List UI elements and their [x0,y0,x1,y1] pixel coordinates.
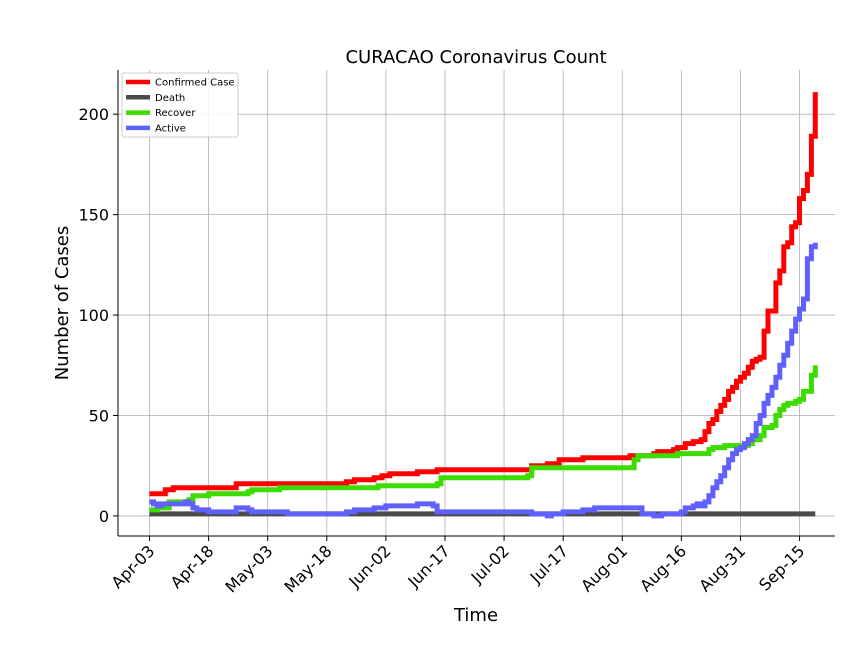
series-line-recover [149,365,818,513]
legend-box [121,72,239,138]
x-axis-title: Time [453,605,498,626]
x-tick-label: Aug-01 [577,541,631,595]
series-line-confirmed-case [149,92,818,497]
x-tick-label: Apr-18 [167,541,218,592]
y-ticks: 0 50 100 150 200 [78,105,118,526]
y-tick-label: 200 [78,105,109,124]
series-line-active [149,242,818,519]
y-tick-label: 0 [99,507,109,526]
y-tick-label: 50 [89,406,109,425]
y-axis-title: Number of Cases [52,226,73,381]
legend-label: Confirmed Case [155,78,235,89]
x-tick-label: May-18 [281,541,336,596]
x-tick-label: Jun-17 [404,541,454,591]
legend-label: Recover [155,108,196,119]
x-tick-label: Jun-02 [344,541,394,591]
series-lines [149,92,818,519]
x-tick-label: Jul-02 [467,541,513,587]
axes [117,70,835,537]
x-tick-label: May-03 [221,541,276,596]
x-tick-label: Apr-03 [108,541,159,592]
x-tick-label: Sep-15 [755,541,808,594]
x-tick-label: Aug-16 [636,541,690,595]
y-tick-label: 100 [78,306,109,325]
x-tick-label: Aug-31 [695,541,749,595]
x-tick-label: Jul-17 [526,541,572,587]
legend-label: Active [155,123,186,134]
legend-label: Death [155,93,185,104]
chart-title: CURACAO Coronavirus Count [345,47,606,68]
legend: Confirmed Case Death Recover Active [121,72,239,138]
x-ticks: Apr-03 Apr-18 May-03 May-18 Jun-02 Jun-17 Jul-… [108,536,808,597]
y-tick-label: 150 [78,206,109,225]
